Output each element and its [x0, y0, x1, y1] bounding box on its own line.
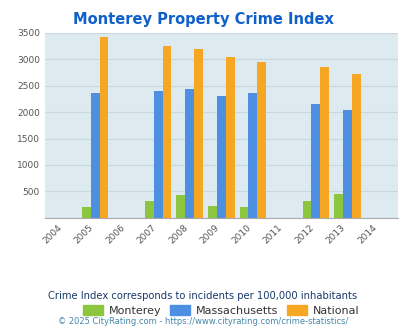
Bar: [162, 46, 171, 218]
Bar: [99, 37, 108, 218]
Bar: [194, 49, 202, 218]
Bar: [225, 57, 234, 218]
Bar: [257, 61, 265, 218]
Bar: [185, 89, 194, 218]
Text: © 2025 CityRating.com - https://www.cityrating.com/crime-statistics/: © 2025 CityRating.com - https://www.city…: [58, 317, 347, 326]
Bar: [302, 201, 311, 218]
Bar: [216, 96, 225, 218]
Text: Crime Index corresponds to incidents per 100,000 inhabitants: Crime Index corresponds to incidents per…: [48, 291, 357, 301]
Bar: [333, 194, 342, 218]
Bar: [239, 207, 248, 218]
Bar: [82, 207, 90, 218]
Bar: [351, 74, 360, 218]
Bar: [153, 90, 162, 218]
Bar: [145, 201, 153, 218]
Bar: [176, 195, 185, 218]
Bar: [320, 67, 328, 218]
Bar: [342, 110, 351, 218]
Bar: [90, 93, 99, 218]
Bar: [248, 93, 257, 218]
Bar: [207, 206, 216, 218]
Legend: Monterey, Massachusetts, National: Monterey, Massachusetts, National: [79, 301, 363, 321]
Text: Monterey Property Crime Index: Monterey Property Crime Index: [72, 12, 333, 26]
Bar: [311, 104, 320, 218]
